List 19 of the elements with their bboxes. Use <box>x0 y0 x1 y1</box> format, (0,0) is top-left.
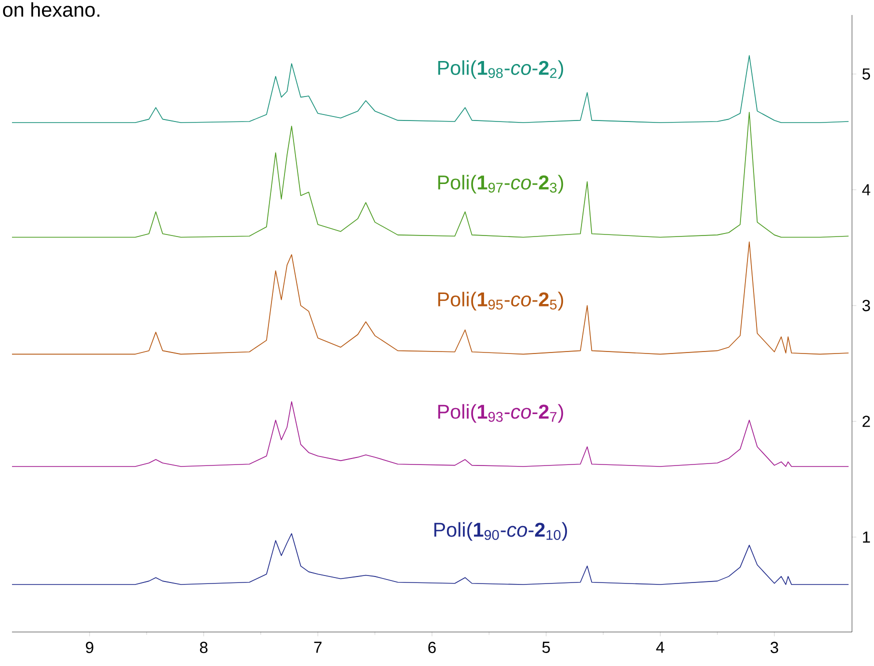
x-tick-label: 5 <box>542 642 550 653</box>
x-tick-label: 7 <box>314 642 322 653</box>
text: Poli(1$_{95}$-co-2$_{5}$) <box>438 292 564 310</box>
text: Poli(1$_{90}$-co-2$_{10}$) <box>434 522 567 541</box>
y-tick-label: 3 <box>862 300 870 312</box>
y-tick-label: 5 <box>862 68 870 80</box>
text: Poli(1$_{98}$-co-2$_{2}$) <box>438 60 564 79</box>
text: Poli(1$_{97}$-co-2$_{3}$) <box>438 174 564 194</box>
x-tick-label: 8 <box>200 642 208 654</box>
line-series <box>12 241 849 355</box>
y-tick-label: 1 <box>863 532 870 543</box>
text: Poli(1$_{93}$-co-2$_{7}$) <box>438 404 564 423</box>
x-tick-label: 3 <box>770 642 778 654</box>
x-tick-label: 9 <box>86 642 94 654</box>
annotation: on hexano. <box>3 2 100 17</box>
y-tick-label: 4 <box>862 184 870 196</box>
x-tick-label: 4 <box>656 642 664 653</box>
y-tick-label: 2 <box>862 416 870 427</box>
x-tick-label: 6 <box>428 642 436 654</box>
